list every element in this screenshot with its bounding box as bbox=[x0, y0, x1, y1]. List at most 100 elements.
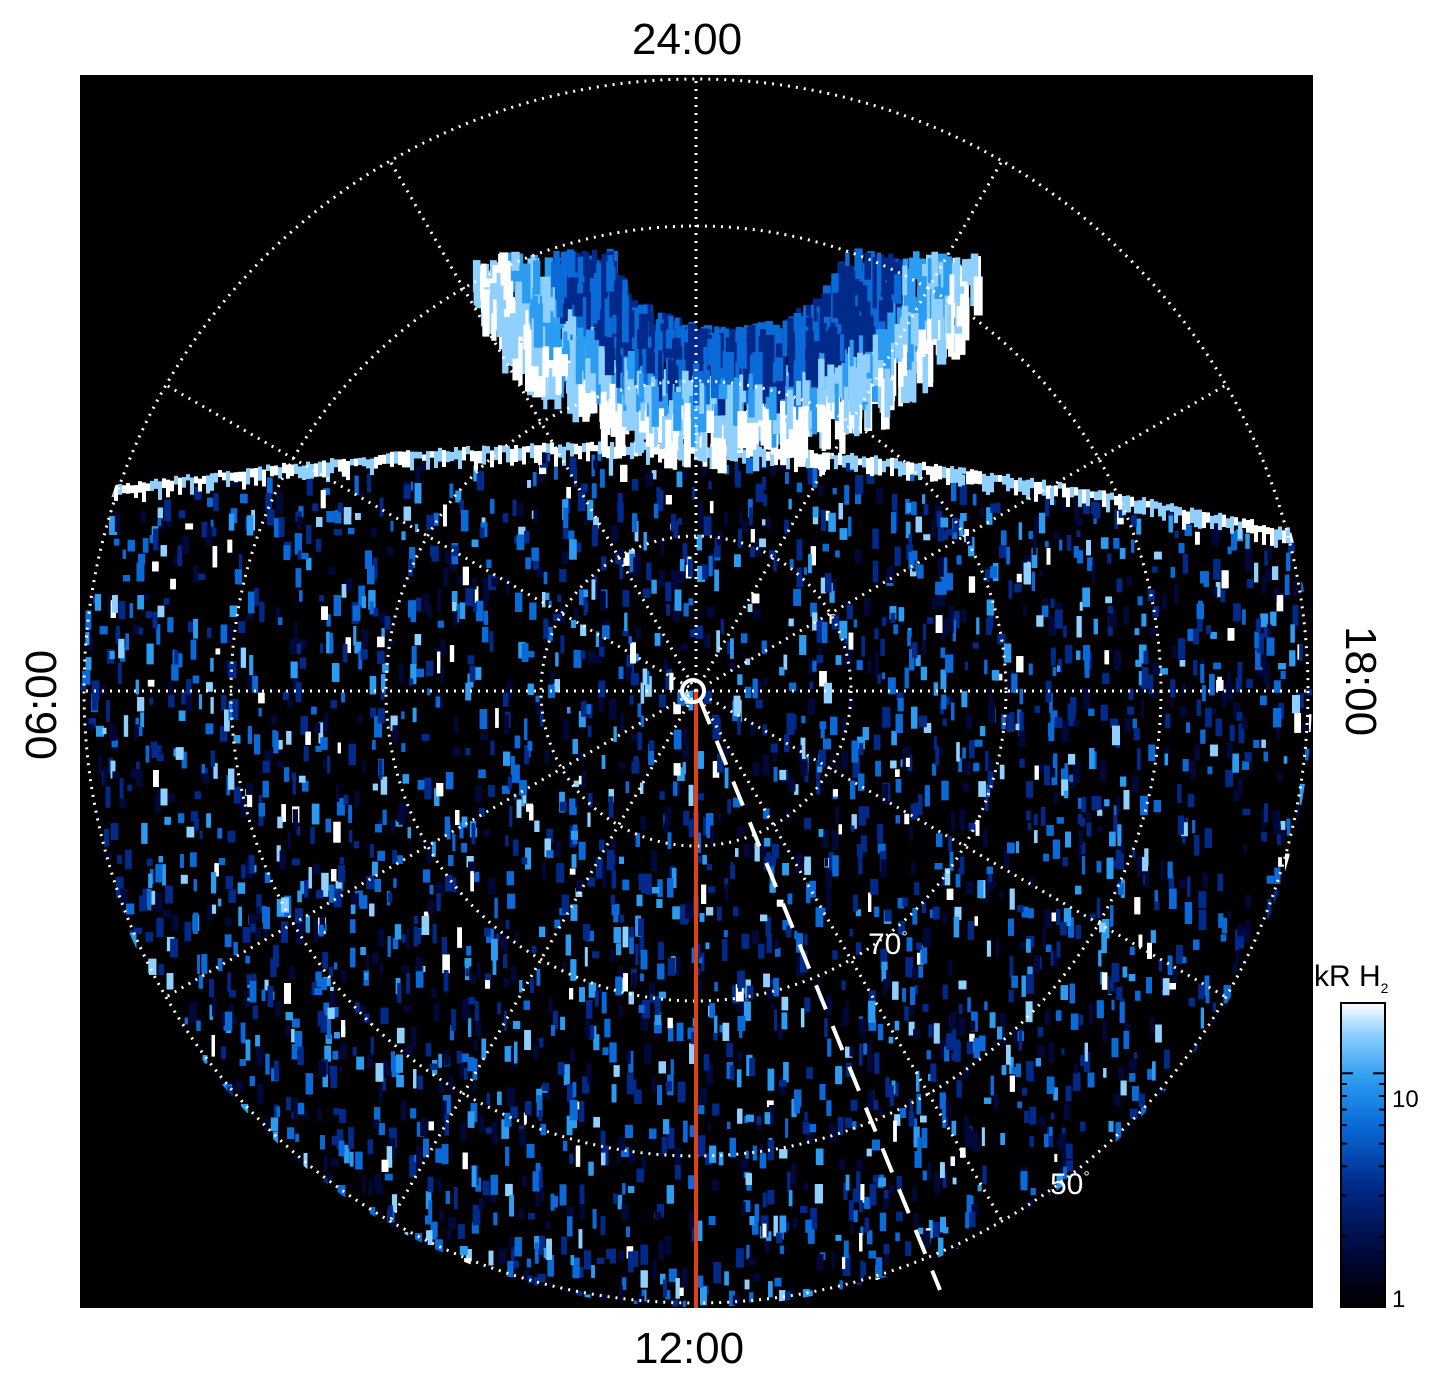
emission-speckle bbox=[323, 1177, 328, 1186]
emission-speckle bbox=[1031, 547, 1038, 568]
emission-speckle bbox=[645, 873, 652, 895]
emission-speckle bbox=[1068, 753, 1076, 765]
emission-speckle bbox=[1188, 997, 1196, 1007]
emission-speckle bbox=[1111, 1037, 1119, 1058]
emission-speckle bbox=[1118, 1066, 1125, 1080]
emission-speckle bbox=[357, 715, 363, 722]
emission-speckle bbox=[632, 513, 638, 533]
emission-speckle bbox=[1167, 955, 1173, 975]
emission-speckle bbox=[894, 1114, 901, 1126]
emission-speckle bbox=[799, 1205, 808, 1213]
emission-speckle bbox=[618, 965, 624, 979]
emission-speckle bbox=[717, 906, 722, 921]
emission-speckle bbox=[326, 614, 331, 627]
emission-speckle bbox=[565, 934, 571, 956]
emission-speckle bbox=[1061, 775, 1069, 796]
emission-speckle bbox=[659, 791, 665, 800]
emission-speckle bbox=[238, 554, 243, 569]
emission-speckle bbox=[601, 991, 607, 1014]
emission-speckle bbox=[622, 1277, 627, 1290]
emission-speckle bbox=[125, 849, 132, 870]
emission-speckle bbox=[117, 855, 122, 864]
emission-speckle bbox=[209, 1004, 214, 1020]
emission-speckle bbox=[804, 934, 808, 945]
emission-speckle bbox=[742, 521, 748, 533]
emission-speckle bbox=[677, 767, 685, 782]
emission-speckle bbox=[714, 981, 718, 992]
emission-speckle bbox=[781, 996, 789, 1011]
emission-speckle bbox=[863, 1043, 868, 1055]
emission-speckle bbox=[548, 600, 552, 607]
emission-speckle bbox=[644, 676, 652, 697]
emission-speckle bbox=[1124, 717, 1131, 733]
emission-speckle bbox=[1009, 956, 1014, 977]
emission-speckle bbox=[505, 1183, 513, 1197]
emission-speckle bbox=[415, 524, 419, 533]
emission-speckle bbox=[810, 1207, 817, 1229]
emission-speckle bbox=[449, 483, 454, 498]
emission-speckle bbox=[485, 1127, 494, 1134]
emission-speckle bbox=[758, 681, 762, 696]
emission-speckle bbox=[829, 582, 835, 603]
emission-speckle bbox=[275, 492, 284, 514]
emission-speckle bbox=[794, 930, 798, 940]
emission-speckle bbox=[923, 534, 931, 541]
emission-speckle bbox=[1136, 518, 1142, 535]
emission-speckle bbox=[890, 760, 897, 769]
emission-speckle bbox=[781, 1012, 788, 1030]
emission-speckle bbox=[1260, 613, 1269, 628]
emission-speckle bbox=[1039, 569, 1043, 577]
emission-speckle bbox=[667, 1127, 675, 1149]
emission-speckle bbox=[299, 657, 307, 669]
emission-speckle bbox=[695, 625, 704, 639]
emission-speckle bbox=[140, 712, 145, 728]
emission-speckle bbox=[853, 619, 858, 628]
emission-speckle bbox=[319, 916, 325, 929]
emission-speckle bbox=[1018, 726, 1026, 747]
emission-speckle bbox=[1171, 645, 1177, 659]
emission-speckle bbox=[85, 631, 90, 645]
emission-speckle bbox=[406, 972, 410, 994]
emission-speckle bbox=[628, 549, 635, 556]
emission-speckle bbox=[812, 506, 819, 518]
emission-speckle bbox=[744, 1279, 750, 1290]
emission-speckle bbox=[1149, 691, 1157, 699]
emission-speckle bbox=[276, 899, 285, 917]
emission-speckle bbox=[941, 780, 949, 801]
emission-speckle bbox=[737, 713, 741, 735]
emission-speckle bbox=[1029, 1136, 1034, 1148]
emission-speckle bbox=[315, 745, 322, 752]
emission-speckle bbox=[366, 954, 370, 976]
emission-speckle bbox=[1266, 624, 1272, 642]
emission-speckle bbox=[157, 605, 165, 618]
emission-speckle bbox=[964, 661, 968, 671]
emission-speckle bbox=[892, 981, 899, 1000]
emission-speckle bbox=[761, 476, 766, 490]
emission-speckle bbox=[977, 1184, 982, 1192]
emission-speckle bbox=[766, 1231, 772, 1242]
emission-speckle bbox=[588, 982, 597, 998]
emission-speckle bbox=[931, 763, 937, 776]
emission-speckle bbox=[985, 891, 989, 903]
emission-speckle bbox=[916, 1093, 922, 1115]
emission-speckle bbox=[785, 1118, 789, 1138]
emission-speckle bbox=[893, 624, 899, 635]
emission-speckle bbox=[893, 1120, 897, 1142]
emission-speckle bbox=[898, 607, 905, 622]
emission-speckle bbox=[263, 929, 269, 938]
emission-speckle bbox=[1090, 557, 1096, 570]
emission-speckle bbox=[1113, 650, 1122, 671]
emission-speckle bbox=[1299, 722, 1307, 730]
emission-speckle bbox=[474, 785, 482, 803]
emission-speckle bbox=[782, 920, 790, 931]
emission-speckle bbox=[569, 539, 577, 560]
emission-speckle bbox=[1200, 729, 1206, 744]
emission-speckle bbox=[354, 790, 360, 809]
emission-speckle bbox=[981, 1127, 985, 1147]
emission-speckle bbox=[989, 687, 993, 709]
emission-speckle bbox=[896, 1176, 902, 1192]
emission-speckle bbox=[726, 1062, 733, 1079]
emission-speckle bbox=[1000, 530, 1007, 548]
emission-speckle bbox=[622, 629, 629, 637]
emission-speckle bbox=[794, 784, 799, 795]
